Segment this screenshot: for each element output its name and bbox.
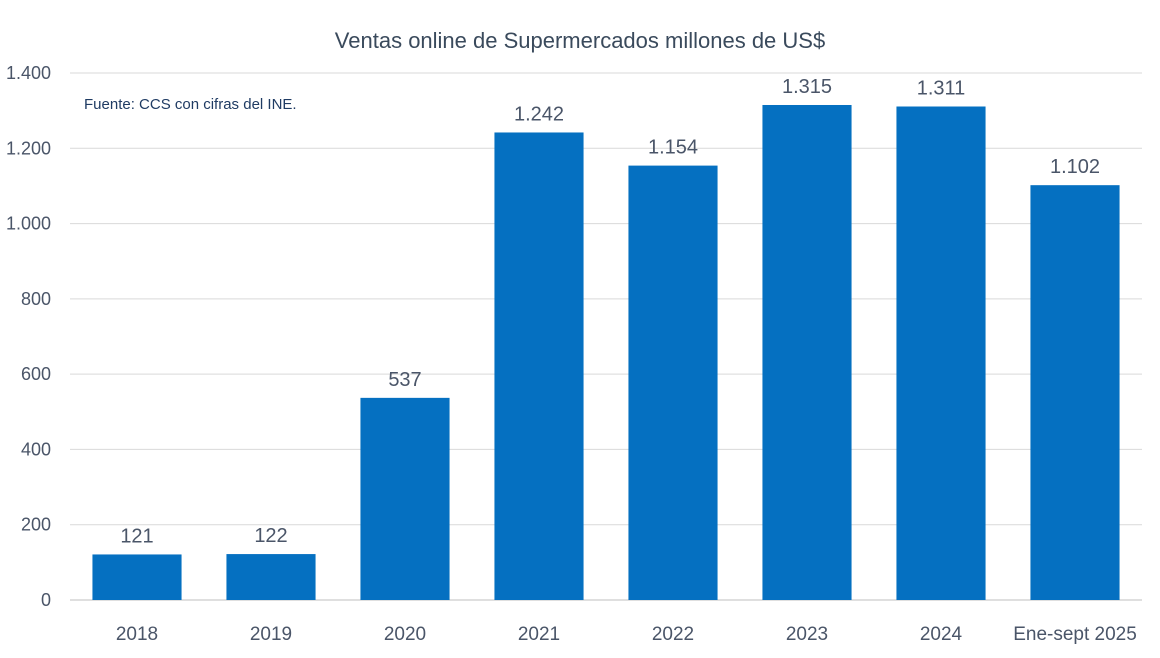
data-label: 122 <box>254 525 287 547</box>
y-tick-label: 200 <box>21 515 51 535</box>
chart-title: Ventas online de Supermercados millones … <box>335 28 825 53</box>
bars <box>92 104 1120 601</box>
x-tick-label: 2020 <box>384 624 426 645</box>
x-tick-label: 2018 <box>116 624 158 645</box>
y-tick-label: 1.200 <box>6 138 51 158</box>
data-label: 1.102 <box>1050 156 1100 178</box>
bar-2022 <box>628 165 718 600</box>
y-tick-label: 1.000 <box>6 214 51 234</box>
bar-2021 <box>494 132 584 600</box>
y-tick-label: 1.400 <box>6 63 51 83</box>
data-labels: 121 122 537 1.242 1.154 1.315 1.311 1.102 <box>120 76 1100 547</box>
y-tick-label: 0 <box>41 590 51 610</box>
data-label: 1.311 <box>917 78 966 100</box>
bar-2024 <box>896 106 986 601</box>
gridlines <box>70 72 1142 601</box>
bar-2018 <box>92 554 182 600</box>
x-tick-label: 2024 <box>920 624 963 645</box>
x-tick-label: 2019 <box>250 624 292 645</box>
data-label: 1.315 <box>782 76 832 98</box>
data-label: 1.154 <box>648 137 698 159</box>
y-axis-ticks: 0 200 400 600 800 1.000 1.200 1.400 <box>6 63 51 610</box>
data-label: 121 <box>120 525 153 547</box>
bar-2020 <box>360 397 450 600</box>
x-tick-label: 2023 <box>786 624 828 645</box>
x-axis-ticks: 2018 2019 2020 2021 2022 2023 2024 Ene-sept 202… <box>116 624 1137 645</box>
x-tick-label: 2022 <box>652 624 694 645</box>
x-tick-label: 2021 <box>518 624 560 645</box>
y-tick-label: 400 <box>21 439 51 459</box>
bar-ene-sept-2025 <box>1030 185 1120 600</box>
x-tick-label: Ene-sept 2025 <box>1013 624 1137 645</box>
data-label: 1.242 <box>514 103 564 125</box>
bar-2019 <box>226 554 316 600</box>
data-label: 537 <box>388 369 421 391</box>
source-annotation: Fuente: CCS con cifras del INE. <box>84 96 297 113</box>
y-tick-label: 800 <box>21 289 51 309</box>
y-tick-label: 600 <box>21 364 51 384</box>
bar-2023 <box>762 104 852 600</box>
